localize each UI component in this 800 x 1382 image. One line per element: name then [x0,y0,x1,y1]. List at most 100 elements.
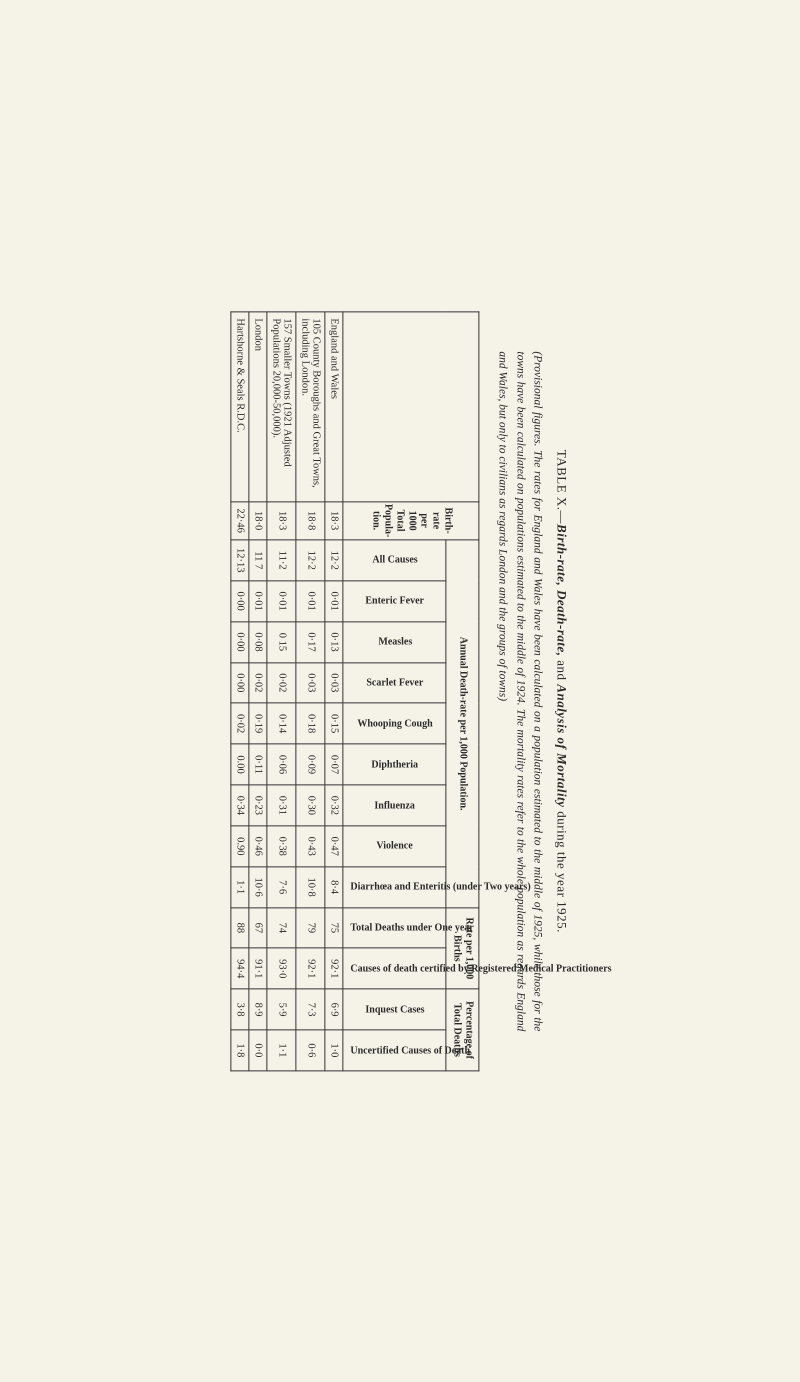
cell: 0·6 [296,1030,325,1071]
cell: 3·8 [231,989,249,1030]
table-title: TABLE X.—Birth-rate, Death-rate, and Ana… [553,311,569,1071]
cell: 0·08 [249,621,267,662]
cell: 0·46 [249,825,267,866]
cell: 18·0 [249,501,267,539]
cell: 0·43 [296,825,325,866]
cell: 0·03 [325,662,343,703]
cell: 7·6 [267,866,296,907]
cell: 0·00 [231,580,249,621]
table-body: England and Wales 18·3 12·2 0·01 0·13 0·… [231,312,343,1071]
cell: 0·02 [249,662,267,703]
table-subtitle: (Provisional figures. The rates for Engl… [494,351,546,1031]
cell: 22·46 [231,501,249,539]
cell: 0·0 [249,1030,267,1071]
cell: 91·1 [249,948,267,989]
title-suffix: during the year 1925. [554,807,569,932]
table-row: England and Wales 18·3 12·2 0·01 0·13 0·… [325,312,343,1071]
cell: 0.90 [231,825,249,866]
cell: 74 [267,907,296,948]
header-scarlet: Scarlet Fever [343,662,446,703]
cell: 92·1 [325,948,343,989]
cell: 0·19 [249,703,267,744]
cell: 0·13 [325,621,343,662]
row-label: Hartshorne & Seals R.D.C. [231,312,249,502]
cell: 0·14 [267,703,296,744]
title-prefix: TABLE X.— [554,449,569,523]
table-row: London 18·0 11 7 0·01 0·08 0·02 0·19 0·1… [249,312,267,1071]
title-main-1: Birth-rate, Death-rate, [554,524,569,656]
header-annual-death: Annual Death-rate per 1,000 Population. [446,539,479,907]
header-birth-rate: Birth-rate per 1000 Total Popula-tion. [343,501,479,539]
header-rate-births: Rate per 1,000 Births [446,907,479,989]
cell: 11 7 [249,539,267,580]
cell: 0·32 [325,785,343,826]
cell: 79 [296,907,325,948]
cell: 88 [231,907,249,948]
cell: 18·3 [325,501,343,539]
cell: 8·4 [325,866,343,907]
cell: 8·9 [249,989,267,1030]
cell: 1·1 [267,1030,296,1071]
cell: 93·0 [267,948,296,989]
header-uncertified: Uncertified Causes of Death [343,1030,446,1071]
cell: 1·8 [231,1030,249,1071]
cell: 6·9 [325,989,343,1030]
cell: 0·02 [231,703,249,744]
cell: 18·3 [267,501,296,539]
cell: 10·6 [249,866,267,907]
cell: 0·06 [267,744,296,785]
cell: 0·38 [267,825,296,866]
header-blank [343,312,479,502]
cell: 0·34 [231,785,249,826]
cell: 0.00 [231,744,249,785]
mortality-table: Birth-rate per 1000 Total Popula-tion. A… [231,311,480,1071]
header-diphtheria: Diphtheria [343,744,446,785]
cell: 0·07 [325,744,343,785]
cell: 0·09 [296,744,325,785]
cell: 0·15 [325,703,343,744]
cell: 94·4 [231,948,249,989]
cell: 0·23 [249,785,267,826]
cell: 0·01 [325,580,343,621]
cell: 0·01 [267,580,296,621]
cell: 0·17 [296,621,325,662]
cell: 7·3 [296,989,325,1030]
table-row: 105 County Boroughs and Great Towns, inc… [296,312,325,1071]
cell: 0·30 [296,785,325,826]
cell: 12·2 [296,539,325,580]
cell: 0·00 [231,621,249,662]
cell: 92·1 [296,948,325,989]
cell: 0·18 [296,703,325,744]
cell: 0·11 [249,744,267,785]
header-total-deaths: Total Deaths under One year [343,907,446,948]
header-causes-certified: Causes of death certified by Registered … [343,948,446,989]
cell: 0 15 [267,621,296,662]
cell: 1·0 [325,1030,343,1071]
cell: 10·8 [296,866,325,907]
cell: 18·8 [296,501,325,539]
row-label: England and Wales [325,312,343,502]
title-mid: and [554,656,569,684]
cell: 0·47 [325,825,343,866]
header-inquest: Inquest Cases [343,989,446,1030]
row-label: 105 County Boroughs and Great Towns, inc… [296,312,325,502]
cell: 0·31 [267,785,296,826]
cell: 75 [325,907,343,948]
header-measles: Measles [343,621,446,662]
header-pct-deaths: Percentage of Total Deaths [446,989,479,1071]
cell: 0·03 [296,662,325,703]
table-row: 157 Smaller Towns (1921 Adjusted Populat… [267,312,296,1071]
table-row: Hartshorne & Seals R.D.C. 22·46 12·13 0·… [231,312,249,1071]
title-main-2: Analysis of Mortality [554,684,569,807]
cell: 12·2 [325,539,343,580]
row-label: 157 Smaller Towns (1921 Adjusted Populat… [267,312,296,502]
cell: 11·2 [267,539,296,580]
cell: 5·9 [267,989,296,1030]
cell: 12·13 [231,539,249,580]
header-whooping: Whooping Cough [343,703,446,744]
cell: 0·00 [231,662,249,703]
document-page: TABLE X.—Birth-rate, Death-rate, and Ana… [231,311,570,1071]
cell: 1·1 [231,866,249,907]
header-enteric: Enteric Fever [343,580,446,621]
cell: 0·01 [296,580,325,621]
